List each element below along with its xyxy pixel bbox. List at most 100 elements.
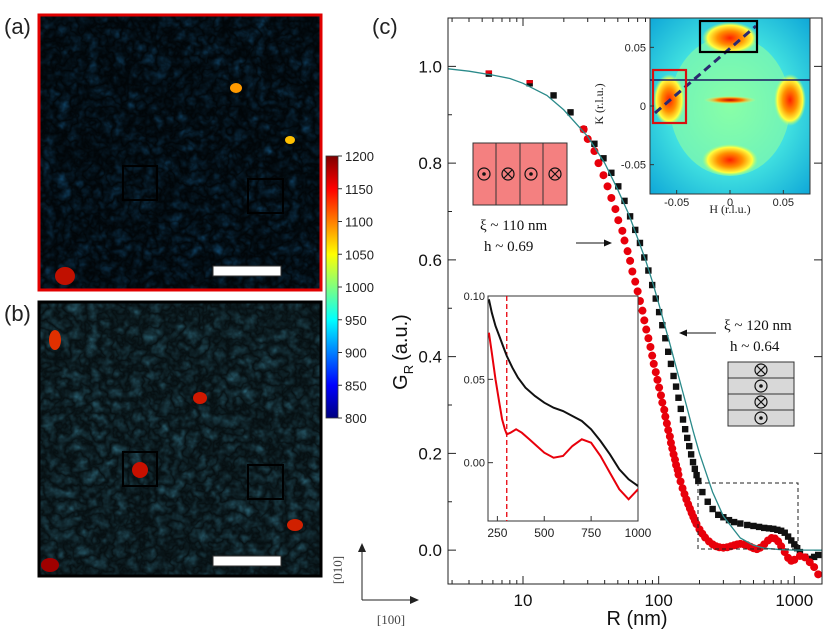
panel-a-box-left bbox=[122, 165, 158, 201]
inset-y-tick-label: 0.00 bbox=[464, 458, 485, 470]
map-y-tick-label: 0 bbox=[640, 101, 646, 113]
black-data-point bbox=[755, 523, 763, 531]
red-data-point bbox=[607, 193, 616, 202]
main-chart-series bbox=[448, 68, 822, 579]
red-data-point bbox=[646, 342, 655, 351]
red-data-point bbox=[648, 351, 657, 360]
red-data-point bbox=[620, 236, 629, 245]
red-data-point bbox=[665, 432, 674, 441]
black-data-point bbox=[784, 533, 792, 540]
black-data-point bbox=[686, 442, 693, 450]
red-data-point bbox=[603, 182, 612, 191]
red-data-point bbox=[579, 125, 588, 134]
map-x-tick-label: 0.05 bbox=[773, 197, 794, 209]
black-data-point bbox=[715, 511, 722, 519]
y-tick-label: 0.2 bbox=[418, 444, 442, 463]
map-axes: -0.05 0 0.05 0.05 0 -0.05 bbox=[621, 42, 794, 209]
black-data-point bbox=[793, 545, 801, 552]
colorbar-tick-label: 1150 bbox=[345, 182, 373, 197]
y-tick-label: 0.0 bbox=[418, 541, 442, 560]
black-data-point bbox=[725, 516, 733, 524]
black-data-point bbox=[693, 471, 700, 479]
black-data-point bbox=[675, 394, 682, 401]
black-data-point bbox=[526, 80, 533, 87]
black-data-point bbox=[770, 525, 777, 533]
inset-chart-series bbox=[488, 296, 638, 521]
black-data-point bbox=[777, 527, 785, 534]
annotation-2-line1: ξ ~ 120 nm bbox=[724, 318, 792, 334]
black-data-point bbox=[704, 498, 711, 505]
map-x-tick-label: -0.05 bbox=[664, 197, 689, 209]
red-data-point bbox=[633, 287, 642, 296]
map-box-black bbox=[698, 19, 759, 54]
black-data-point bbox=[659, 321, 666, 329]
black-data-point bbox=[648, 281, 656, 289]
map-y-tick-label: -0.05 bbox=[621, 160, 646, 172]
black-data-point bbox=[814, 551, 822, 559]
colorbar-tick-label: 950 bbox=[345, 313, 367, 328]
red-data-point bbox=[644, 334, 653, 343]
black-data-point bbox=[695, 477, 702, 485]
red-data-point bbox=[649, 359, 658, 368]
panel-b-box-left bbox=[122, 451, 158, 487]
y-tick-label: 0.4 bbox=[418, 348, 442, 367]
y-axis-title-subscript: R bbox=[401, 365, 416, 374]
black-data-point bbox=[567, 109, 574, 116]
red-data-point bbox=[658, 398, 667, 407]
afm-image-a bbox=[39, 15, 321, 290]
colorbar-tick-label: 900 bbox=[345, 346, 367, 361]
panel-a-scale-bar bbox=[212, 265, 282, 277]
map-y-axis-title: K (r.l.u.) bbox=[592, 83, 606, 124]
inset-x-tick-label: 250 bbox=[487, 526, 507, 540]
map-y-tick-label: 0.05 bbox=[625, 42, 646, 54]
colorbar-tick-label: 1200 bbox=[345, 149, 374, 164]
black-data-point bbox=[679, 416, 687, 423]
inset-y-tick-label: 0.10 bbox=[464, 291, 485, 303]
red-data-point bbox=[651, 368, 660, 377]
black-data-point bbox=[608, 169, 615, 177]
panel-b-scale-bar bbox=[212, 555, 282, 567]
panel-a-box-right bbox=[247, 178, 284, 214]
black-data-point bbox=[652, 295, 659, 302]
panel-a-label: (a) bbox=[4, 14, 31, 39]
black-data-point bbox=[810, 553, 818, 561]
black-data-point bbox=[744, 521, 751, 529]
y-axis-title-units: (a.u.) bbox=[390, 314, 412, 361]
red-data-point bbox=[676, 477, 685, 486]
red-data-point bbox=[583, 134, 592, 143]
colorbar-tick-label: 1000 bbox=[345, 280, 374, 295]
afm-image-b bbox=[39, 302, 321, 576]
red-data-point bbox=[790, 555, 799, 564]
black-data-point bbox=[550, 92, 557, 99]
black-data-point bbox=[765, 525, 773, 532]
colorbar-tick-label: 1100 bbox=[345, 215, 373, 230]
black-data-point bbox=[781, 529, 788, 536]
black-data-point bbox=[791, 541, 798, 548]
inset-red-curve bbox=[488, 332, 638, 501]
black-data-point bbox=[761, 524, 768, 532]
black-data-point bbox=[750, 522, 757, 530]
black-data-point bbox=[591, 140, 598, 147]
svg-text:GR(a.u.): GR (a.u.) bbox=[390, 314, 416, 390]
red-data-point bbox=[628, 267, 637, 276]
red-data-point bbox=[655, 383, 664, 392]
map-peak-right bbox=[774, 74, 806, 126]
colorbar bbox=[325, 155, 339, 419]
panel-a-frame bbox=[37, 13, 323, 292]
black-data-point bbox=[655, 308, 663, 316]
annotation-1-line1: ξ ~ 110 nm bbox=[480, 218, 547, 234]
map-peak-bottom bbox=[702, 144, 758, 176]
panel-b-label: (b) bbox=[4, 301, 31, 326]
black-data-point bbox=[687, 451, 695, 458]
red-data-point bbox=[618, 226, 627, 235]
black-data-point bbox=[670, 372, 677, 380]
inset-chart-frame bbox=[487, 295, 639, 522]
red-data-point bbox=[638, 306, 647, 315]
y-tick-label: 0.8 bbox=[418, 154, 442, 173]
black-data-point bbox=[691, 465, 699, 473]
panel-b-box-right bbox=[247, 464, 284, 500]
red-data-point bbox=[594, 159, 603, 168]
black-data-point bbox=[677, 405, 684, 413]
map-x-tick-label: 0 bbox=[727, 197, 733, 209]
